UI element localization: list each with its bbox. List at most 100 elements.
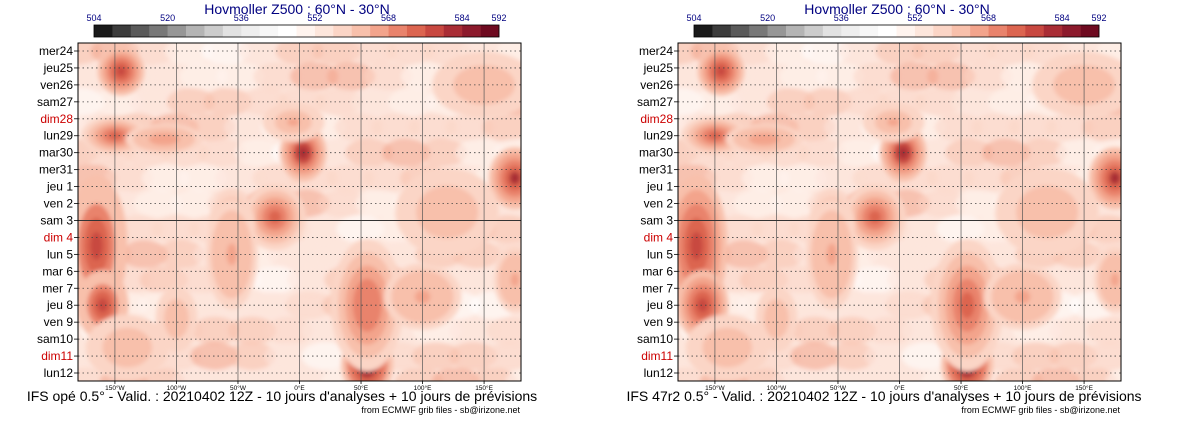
contour-band [250,265,299,294]
ridge-feature [1094,246,1121,313]
y-axis: mer24 jeu25 ven26 sam27 dim28 lun29 mar30 mer31… [637,44,678,380]
contour-band [838,43,887,65]
contour-band [290,62,339,91]
y-tick-label: mar 6 [642,264,673,278]
contour-band [816,62,865,91]
contour-band [864,342,913,371]
contour-level [756,136,772,143]
x-tick-label: 0°E [894,384,905,392]
contour-band [884,367,933,381]
x-tick-label: 50°W [830,384,847,392]
contour-band [104,164,153,193]
hovmoller-panel-ifs-ope: Hovmoller Z500 : 60°N - 30°N IFS opé 0.5… [27,1,537,415]
y-tick-label: ven 9 [644,315,674,329]
y-tick-label: mer24 [39,44,73,58]
contour-band [301,342,350,371]
y-tick-label: jeu 8 [46,298,73,312]
x-tick-label: 50°E [354,384,369,392]
contour-band [756,240,805,269]
contour-band [853,62,902,91]
colorbar-tick-label: 592 [1091,13,1106,23]
ridge-feature [125,123,203,155]
chart-caption: IFS opé 0.5° - Valid. : 20210402 12Z - 1… [27,388,537,404]
y-tick-label: jeu 1 [46,180,73,194]
contour-band [1069,367,1118,381]
contour-level [887,118,900,127]
colorbar-swatch [1062,25,1081,37]
contour-band [210,367,259,381]
contour-band [227,342,276,371]
y-tick-label: dim28 [640,112,673,126]
colorbar-swatch [333,25,353,37]
colorbar-tick-label: 592 [491,13,506,23]
contour-level [1109,171,1121,185]
chart-source: from ECMWF grib files - sb@irizone.net [361,405,520,415]
contour-band [364,62,413,91]
colorbar-frame [93,24,500,38]
contour-band [751,214,800,243]
x-tick-label: 150°E [1075,384,1093,392]
contour-band [179,62,228,91]
y-tick-label: jeu 8 [646,298,673,312]
ridge-feature [85,314,169,381]
colorbar-swatch [804,25,824,37]
colorbar-swatch [167,25,187,37]
contour-band [971,113,1020,142]
contour-band [264,342,313,371]
y-tick-label: ven 2 [44,197,74,211]
contour-band [334,113,383,142]
colorbar-swatch [186,25,205,37]
y-tick-label: ven 9 [44,315,74,329]
contour-band [824,113,873,142]
contour-band [173,367,222,381]
contour-band [190,342,239,371]
contour-band [314,87,363,116]
contour-level [510,273,519,287]
contour-band [1048,342,1097,371]
colorbar-frame [693,24,1100,38]
contour-level [156,136,172,143]
contour-level [718,340,736,355]
colorbar-swatch [443,25,463,37]
plot-area [78,43,521,381]
colorbar: 504 520 536 552 568 584 592 [686,13,1107,38]
grid [678,43,1121,381]
contour-level [868,210,882,224]
y-tick-label: dim28 [40,112,73,126]
contour-band [885,291,934,320]
y-tick-label: sam10 [637,332,673,346]
contour-band [327,62,376,91]
contour-band [790,342,839,371]
contour-band [899,214,948,243]
contour-band [729,87,778,116]
y-tick-label: sam 3 [40,213,73,227]
x-tick-label: 100°E [1014,384,1032,392]
colorbar-swatch [296,25,316,37]
contour-band [170,189,219,218]
contour-band [927,62,976,91]
colorbar-swatch [370,25,389,37]
ridge-feature [1032,51,1121,118]
colorbar-swatch [1006,25,1026,37]
contour-band [1012,342,1061,371]
y-tick-label: mar30 [639,146,673,160]
colorbar-swatch [822,25,842,37]
contour-band [299,214,348,243]
contour-level [509,171,521,185]
colorbar-swatch [149,25,168,37]
x-tick-label: 0°E [294,384,305,392]
ridge-feature [862,102,925,143]
contour-band [191,316,240,345]
colorbar-tick-label: 504 [86,13,101,23]
y-tick-label: lun29 [644,129,674,143]
contour-band [770,189,819,218]
contour-band [1049,316,1098,345]
colorbar-swatch [694,25,713,37]
colorbar-swatch [749,25,768,37]
contour-band [810,367,859,381]
contour-band [1082,113,1121,142]
contour-band [371,113,420,142]
contour-band [363,164,412,193]
contour-band [704,164,753,193]
y-tick-label: mar30 [39,146,73,160]
